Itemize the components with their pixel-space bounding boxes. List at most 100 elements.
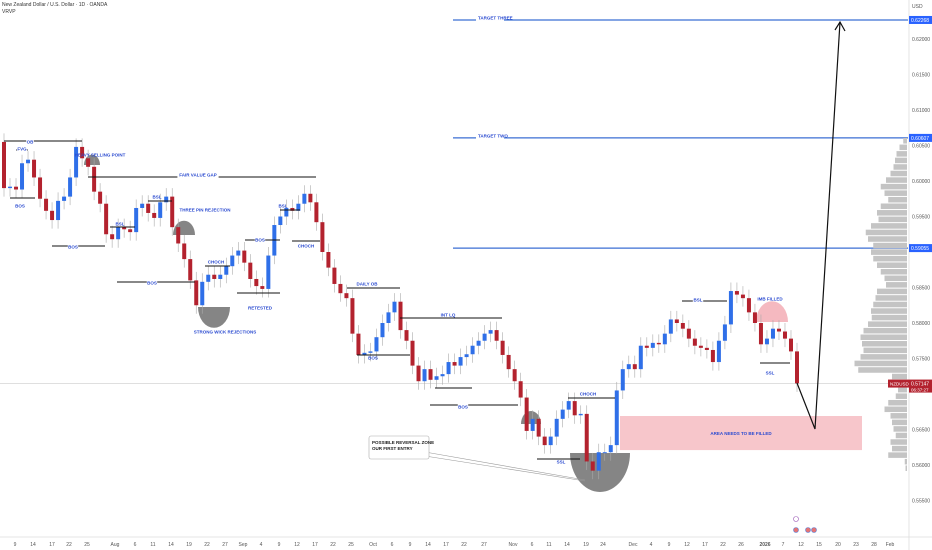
volume-profile-bar [895, 157, 907, 164]
strong-wick-dome [198, 307, 230, 328]
volume-profile-bar [873, 301, 907, 308]
annotation-label: INT LQ [441, 313, 456, 318]
symbol-title[interactable]: New Zealand Dollar / U.S. Dollar · 1D · … [2, 2, 108, 8]
candle-body [206, 274, 211, 282]
candle-body [614, 390, 619, 446]
level-label: TARGET THREE [478, 15, 513, 20]
candle-body [14, 186, 19, 190]
time-tick: Oct [369, 542, 377, 548]
candle-body [314, 202, 319, 223]
candle-body [224, 266, 229, 275]
time-tick: 14 [168, 542, 174, 548]
volume-profile-bar [892, 419, 907, 426]
candle-body [710, 349, 715, 363]
candle-body [704, 347, 709, 350]
time-tick: 25 [348, 542, 354, 548]
candle-body [2, 141, 6, 189]
level-label-bg [476, 133, 504, 139]
time-tick: 12 [684, 542, 690, 548]
candle-body [380, 323, 385, 338]
annotation-label: OB [27, 140, 35, 145]
time-tick: 24 [600, 542, 606, 548]
time-tick: 6 [531, 542, 534, 548]
candle-body [344, 293, 349, 299]
candle-body [470, 345, 475, 355]
callout-box [368, 435, 430, 460]
candle-body [68, 177, 73, 197]
annotation-label: SSL [766, 371, 775, 376]
candle-body [242, 250, 247, 263]
candle-body [608, 445, 613, 453]
annotation-label: RETESTED [248, 306, 273, 311]
candle-body [362, 352, 367, 355]
candle-body [278, 216, 283, 226]
volume-profile-bar [890, 413, 907, 419]
time-tick: 11 [150, 542, 155, 548]
level-price-badge [909, 244, 932, 253]
candle-body [650, 342, 655, 348]
price-tick: 0.62000 [912, 37, 930, 43]
volume-profile-bar [888, 196, 907, 203]
candle-body [506, 354, 511, 370]
candle-body [152, 212, 157, 218]
time-tick: 27 [222, 542, 228, 548]
projection-path [796, 21, 841, 430]
annotation-label: BOS [147, 281, 157, 286]
annotation-label: CHOCH [298, 244, 315, 249]
label-bg [254, 237, 266, 243]
volume-profile-bar [905, 465, 907, 471]
time-tick: 9 [14, 542, 17, 548]
annotation-label: BOS [15, 204, 25, 209]
event-icon [793, 516, 799, 522]
candle-body [554, 418, 559, 437]
candle-body [452, 362, 457, 366]
indicator-label[interactable]: VRVP [2, 9, 16, 15]
volume-profile-bar [884, 190, 907, 196]
candle-body [212, 274, 217, 279]
candle-body [560, 409, 565, 419]
candle-body [146, 203, 151, 213]
time-tick: 6 [134, 542, 137, 548]
candle-body [740, 294, 745, 299]
candle-body [428, 369, 433, 380]
countdown-text: 06:37:27 [911, 388, 929, 393]
candle-body [680, 323, 685, 329]
candle-body [734, 291, 739, 295]
candle-body [158, 202, 163, 218]
candle-body [50, 210, 55, 221]
annotation-label: CHOCH [580, 392, 597, 397]
time-tick: 25 [84, 542, 90, 548]
candle-body [440, 374, 445, 377]
candle-body [368, 351, 373, 353]
candle-body [20, 163, 25, 190]
candle-body [98, 191, 103, 204]
candle-body [494, 330, 499, 341]
time-tick: 9 [409, 542, 412, 548]
candle-body [500, 340, 505, 355]
candle-body [644, 345, 649, 348]
time-tick: 19 [583, 542, 589, 548]
time-tick: Sep [239, 542, 248, 548]
time-tick: 17 [49, 542, 55, 548]
level-price-text: 0.59055 [911, 246, 929, 252]
time-tick: 20 [835, 542, 841, 548]
volume-profile-bar [873, 242, 907, 249]
volume-profile-bar [888, 452, 907, 458]
candle-body [182, 243, 187, 260]
candle-body [572, 401, 577, 416]
volume-profile-bar [871, 314, 907, 321]
candle-body [122, 227, 127, 230]
time-tick: 23 [853, 542, 859, 548]
level-label-bg [476, 15, 504, 21]
candle-body [476, 340, 481, 346]
time-tick: 28 [871, 542, 877, 548]
volume-profile-bar [888, 399, 907, 406]
candle-body [44, 198, 49, 211]
candle-body [542, 436, 547, 446]
volume-profile-bar [896, 151, 907, 157]
imbalance-dome [756, 301, 788, 322]
volume-profile-bar [868, 321, 907, 327]
time-tick: 14 [425, 542, 431, 548]
price-tick: 0.57500 [912, 357, 930, 363]
